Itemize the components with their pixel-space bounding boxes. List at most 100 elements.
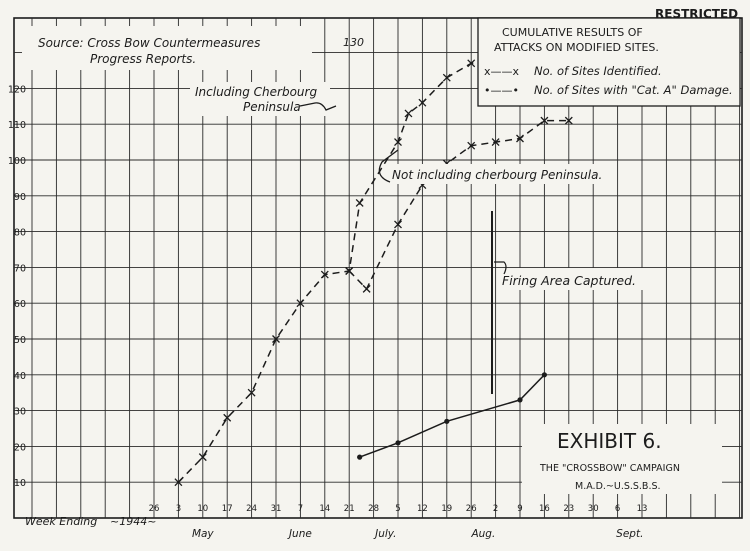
source-line-1: Source: Cross Bow Countermeasures [38,36,260,50]
legend-identified-label: No. of Sites Identified. [534,64,662,78]
x-tick-label: 30 [588,504,599,514]
data-point-x-marker [223,413,232,422]
y-axis-tick-labels: 10 20 30 40 50 60 70 80 90 100 110 120 [8,84,26,489]
x-tick-label: 3 [176,504,181,514]
data-point-x-marker [394,138,402,147]
data-point-x-marker [362,284,371,293]
x-axis-month-labels: May June July. Aug. Sept. [192,528,643,540]
exhibit-title: EXHIBIT 6. [557,429,662,453]
x-axis-caption-week-ending: Week Ending [25,515,97,528]
y-tick-label: 50 [14,335,26,346]
data-point-x-marker [355,199,364,207]
data-point-x-marker [540,116,549,125]
y-tick-label: 110 [8,120,26,131]
annotation-including-line-1: Including Cherbourg [195,85,317,99]
annotation-including-line-2: Peninsula [243,100,301,114]
x-tick-label: 6 [615,504,620,514]
data-point-dot-marker [357,454,363,460]
data-point-x-marker [564,116,573,125]
legend-identified-marker: x——x [484,65,520,78]
data-point-x-marker [394,220,402,229]
data-point-dot-marker [395,440,401,446]
x-tick-label: 26 [466,504,477,514]
legend-damage-marker: •——• [484,84,519,97]
data-point-x-marker [442,73,451,82]
y-tick-label: 100 [8,156,26,167]
x-month-label: July. [373,528,396,540]
annotation-not-including: Not including cherbourg Peninsula. [378,149,602,184]
annotation-including-cherbourg: Including Cherbourg Peninsula [190,82,337,116]
data-point-dot-marker [517,397,523,403]
exhibit-block-background [522,424,722,494]
legend-box-background [477,17,741,107]
source-box: Source: Cross Bow Countermeasures Progre… [22,26,312,70]
x-axis-caption-year: ~1944~ [110,515,156,528]
legend-box: CUMULATIVE RESULTS OF ATTACKS ON MODIFIE… [477,17,741,107]
legend-title-line-2: ATTACKS ON MODIFIED SITES. [494,41,659,54]
series-line-2 [348,119,569,291]
source-box-background [22,26,312,70]
y-tick-label: 10 [14,478,26,489]
x-tick-label: 16 [539,504,550,514]
annotation-not-including-label: Not including cherbourg Peninsula. [392,168,602,182]
y-tick-label: 70 [14,263,26,274]
annotation-not-including-leader [378,149,399,183]
annotation-firing-area-leader [494,261,507,275]
x-tick-label: 9 [517,504,522,514]
data-point-x-marker [491,138,500,147]
x-tick-label: 2 [493,504,498,514]
x-tick-label: 12 [417,504,428,514]
data-point-x-marker [404,109,413,118]
legend-title-line-1: CUMULATIVE RESULTS OF [502,26,643,39]
y-tick-label: 20 [14,442,26,453]
x-tick-label: 26 [149,504,160,514]
annotation-firing-area-background [498,268,664,290]
x-tick-label: 7 [298,504,303,514]
y-tick-label: 40 [14,371,26,382]
x-tick-label: 13 [637,504,648,514]
exhibit-block: EXHIBIT 6. THE "CROSSBOW" CAMPAIGN M.A.D… [522,424,722,494]
y-tick-label: 60 [14,299,26,310]
data-point-x-marker [198,453,207,462]
annotation-including-background [190,82,330,116]
data-point-x-marker [467,59,476,68]
data-point-dot-marker [444,418,450,424]
data-point-x-marker [320,270,329,279]
x-tick-label: 23 [563,504,574,514]
x-tick-label: 31 [271,504,282,514]
x-tick-label: 14 [319,504,330,514]
exhibit-subtitle: THE "CROSSBOW" CAMPAIGN [539,463,680,474]
annotation-including-leader [299,102,337,111]
y-tick-label-130: 130 [343,36,364,49]
data-point-x-marker [345,267,354,275]
y-tick-label: 80 [14,228,26,239]
x-month-label: Aug. [470,528,495,540]
x-month-label: Sept. [616,528,643,540]
data-series [174,37,573,487]
x-axis-tick-labels: 26 3 10 17 24 31 7 14 21 28 5 12 19 26 2 9 16 23 30 6 13 [149,504,648,514]
x-tick-label: 28 [368,504,379,514]
annotation-firing-area-label: Firing Area Captured. [502,273,636,288]
data-point-dot-marker [541,372,548,378]
x-tick-label: 24 [246,504,257,514]
x-tick-label: 5 [395,504,400,514]
x-month-label: June [287,528,312,540]
data-point-x-marker [467,141,476,150]
x-month-label: May [192,528,214,540]
data-point-x-marker [296,299,305,308]
data-point-x-marker [516,134,524,143]
data-point-x-marker [247,388,256,397]
annotation-not-including-background [388,164,600,184]
x-tick-label: 17 [222,504,233,514]
y-tick-label: 90 [14,192,26,203]
source-line-2: Progress Reports. [90,52,196,66]
annotation-firing-area: Firing Area Captured. [491,211,664,394]
data-point-x-marker [174,478,183,487]
x-tick-label: 21 [344,504,355,514]
y-tick-label: 120 [8,84,26,95]
data-point-x-marker [272,335,280,343]
plot-frame [13,17,743,519]
x-tick-label: 10 [197,504,208,514]
